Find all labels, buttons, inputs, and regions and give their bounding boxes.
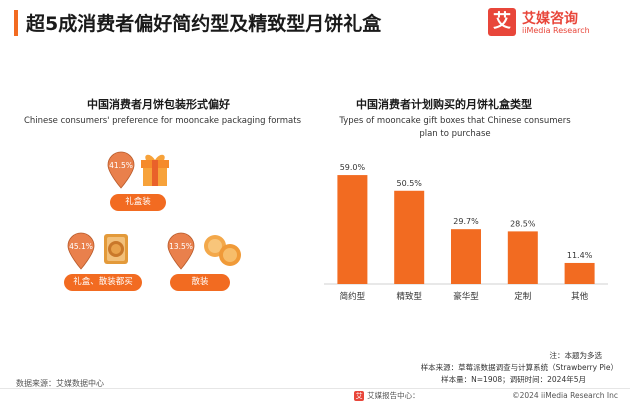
footer-copyright: ©2024 iiMedia Research Inc xyxy=(512,391,618,400)
logo-mark: 艾 xyxy=(488,8,516,36)
bar-3 xyxy=(451,229,481,284)
bar-value-label-4: 28.5% xyxy=(510,219,536,228)
loose-mooncakes-icon xyxy=(204,235,241,266)
map-pin-icon xyxy=(67,232,95,270)
category-label-4: 定制 xyxy=(514,291,531,302)
gift-box-icon xyxy=(141,154,169,186)
right-chart-subtitle: Types of mooncake gift boxes that Chines… xyxy=(320,115,590,141)
left-chart-title: 中国消费者月饼包装形式偏好 xyxy=(87,98,230,111)
pin-value-loose: 13.5% xyxy=(169,242,193,251)
footer-report-center: 艾媒报告中心： xyxy=(367,391,420,400)
logo-chinese-name: 艾媒咨询 xyxy=(522,11,578,27)
pin-value-both: 45.1% xyxy=(69,242,93,251)
note-multiple-choice: 注：本题为多选 xyxy=(549,351,603,360)
label-pill-gift-box: 礼盒装 xyxy=(110,194,166,211)
right-chart-title: 中国消费者计划购买的月饼礼盒类型 xyxy=(356,98,532,111)
brand-logo: 艾 艾媒咨询 iiMedia Research xyxy=(488,8,618,40)
page-title: 超5成消费者偏好简约型及精致型月饼礼盒 xyxy=(26,13,382,35)
footer-divider xyxy=(0,388,630,389)
mooncake-box-icon xyxy=(104,234,128,264)
bar-value-label-2: 50.5% xyxy=(396,179,422,188)
logo-english-name: iiMedia Research xyxy=(522,26,590,35)
bar-4 xyxy=(507,231,538,284)
map-pin-icon xyxy=(167,232,195,270)
map-pin-icon xyxy=(107,151,135,189)
left-chart-subtitle: Chinese consumers' preference for moonca… xyxy=(23,116,302,126)
footer: 艾艾媒报告中心： ©2024 iiMedia Research Inc xyxy=(354,390,618,401)
bar-chart: 59.0% 简约型 50.5% 精致型 29.7% 豪华型 28.5% 定制 11.4% 其他 xyxy=(324,163,608,302)
title-accent-bar xyxy=(14,10,18,36)
right-chart-subtitle-line1: Types of mooncake gift boxes that Chines… xyxy=(339,116,571,126)
bar-value-label-1: 59.0% xyxy=(340,163,366,172)
note-sample-size: 样本量：N=1908；调研时间：2024年5月 xyxy=(441,375,586,384)
bar-value-label-3: 29.7% xyxy=(453,217,479,226)
right-chart-subtitle-line2: plan to purchase xyxy=(419,129,491,139)
bar-value-label-5: 11.4% xyxy=(567,251,593,260)
category-label-5: 其他 xyxy=(571,291,589,302)
category-label-1: 简约型 xyxy=(340,291,366,302)
category-label-3: 豪华型 xyxy=(453,291,479,302)
bar-2 xyxy=(394,190,425,284)
category-label-2: 精致型 xyxy=(396,291,422,302)
note-sample-source: 样本来源：草莓派数据调查与计算系统（Strawberry Pie） xyxy=(420,363,618,372)
pin-value-gift-box: 41.5% xyxy=(109,161,133,170)
footer-logo-mark: 艾 xyxy=(354,391,365,401)
label-pill-loose: 散装 xyxy=(170,274,230,291)
label-pill-both: 礼盒、散装都买 xyxy=(64,274,142,291)
data-source: 数据来源：艾媒数据中心 xyxy=(16,379,104,388)
bar-1 xyxy=(337,175,368,284)
bar-5 xyxy=(564,262,595,284)
